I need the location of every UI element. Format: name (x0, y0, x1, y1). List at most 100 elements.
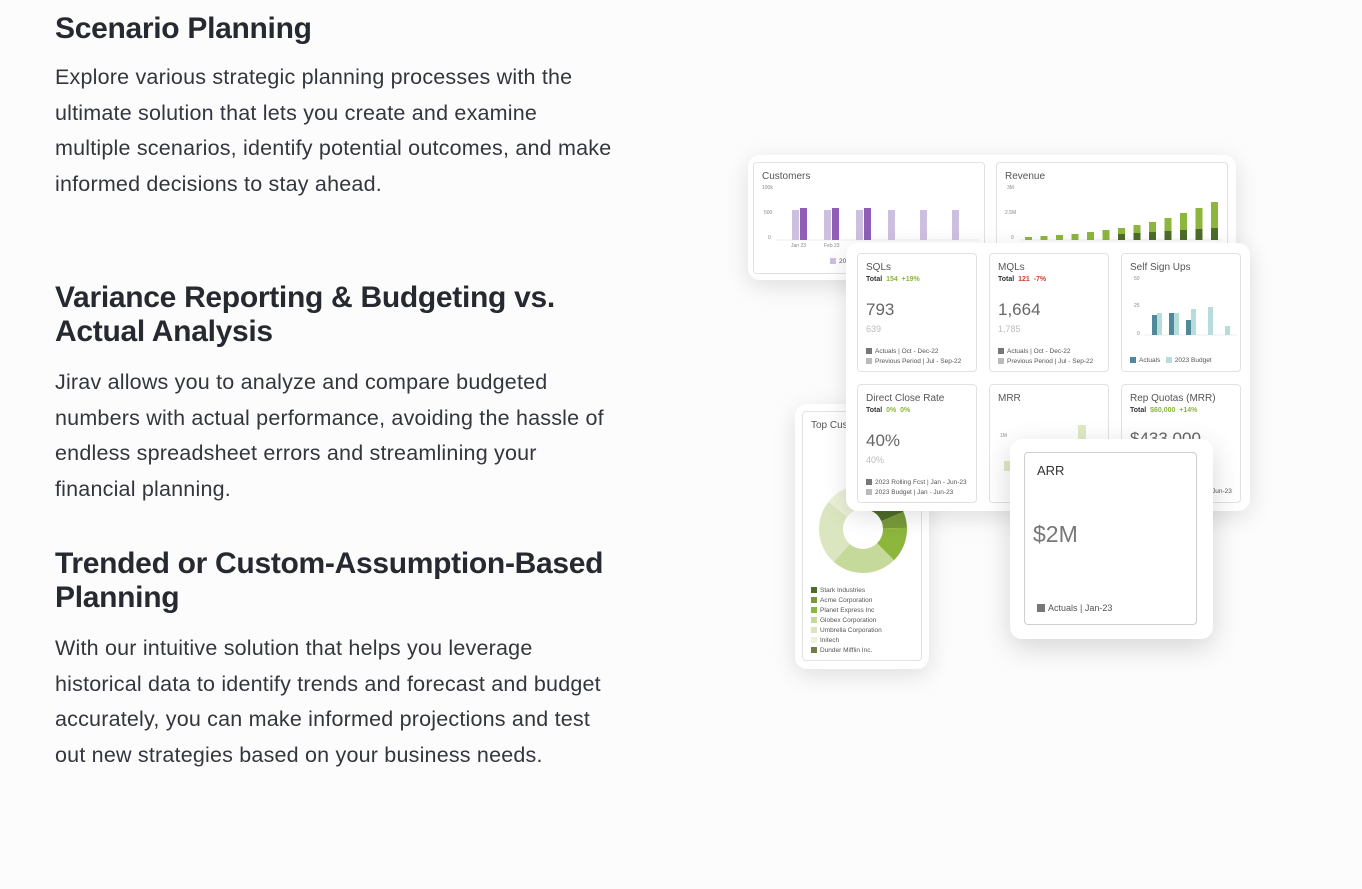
mqls-prev: 1,785 (998, 324, 1021, 334)
topcust-legend-item: Planet Express Inc (811, 606, 882, 616)
total-value: 121 (1018, 276, 1030, 283)
feature-body: With our intuitive solution that helps y… (55, 636, 601, 767)
legend-label: Actuals | Oct - Dec-22 (875, 348, 939, 355)
feature-title: Scenario Planning (55, 12, 312, 45)
legend-label: Acme Corporation (820, 597, 873, 604)
legend-label: 2023 Budget | Jan - Jun-23 (875, 489, 954, 496)
customers-legend: 20 (830, 257, 846, 267)
revenue-bar-base (1195, 229, 1203, 240)
legend-item: Previous Period | Jul - Sep-22 (998, 357, 1093, 367)
revenue-chart (1019, 202, 1222, 241)
arr-value: $2M (1033, 521, 1078, 547)
revenue-bar (1025, 237, 1032, 240)
revenue-bar (1211, 202, 1218, 240)
legend-label: 2023 Budget (1174, 357, 1212, 364)
kpi-panel (846, 243, 1250, 511)
customers-bar (824, 210, 831, 240)
selfsignups-legend: Actuals 2023 Budget (1130, 356, 1212, 366)
repquotas-card: Rep Quotas (MRR) Total $60,000 +14% $433… (1121, 384, 1241, 503)
total-change: +14% (1179, 407, 1198, 414)
dcr-legend: 2023 Rolling Fcst | Jan - Jun-23 2023 Bu… (866, 478, 967, 498)
ssu-bar-budget (1191, 309, 1196, 335)
revenue-bar (1180, 213, 1187, 240)
mrr-bar (1044, 453, 1052, 471)
feature-variance-reporting: Variance Reporting & Budgeting vs. Actua… (55, 281, 615, 507)
revenue-bar (1195, 208, 1203, 240)
legend-label: Actuals (1139, 357, 1161, 364)
revenue-bar (1071, 234, 1079, 240)
ssu-tick: 50 (1134, 276, 1140, 282)
topcust-legend-item: Stark Industries (811, 586, 882, 596)
legend-item: Actuals | Oct - Dec-22 (998, 347, 1093, 357)
ssu-bar-budget (1174, 313, 1179, 335)
legend-label: Actuals | Oct - Dec-22 (1007, 348, 1071, 355)
legend-label: Previous Period | Jul - Sep-22 (1007, 358, 1094, 365)
repquotas-total: Total $60,000 +14% (1130, 407, 1197, 414)
mrr-bar (1084, 443, 1092, 471)
mrr-bar (1024, 457, 1032, 471)
total-value: 0% (886, 407, 897, 414)
ssu-tick: 25 (1134, 303, 1140, 309)
topcust-card: Top Cust Stark Industries Acme Corporati… (802, 411, 922, 661)
total-change: 0% (900, 407, 911, 414)
revenue-bar-base (1118, 234, 1125, 240)
total-label: Total (866, 407, 883, 414)
revenue-title: Revenue (1005, 171, 1046, 182)
customers-legend-label: 20 (839, 258, 847, 265)
ssu-bar-actual (1186, 320, 1191, 335)
customers-tick: 500 (764, 210, 773, 216)
ssu-bar-budget (1157, 313, 1162, 335)
revenue-bar (1102, 230, 1110, 240)
revenue-bar (1056, 235, 1063, 240)
donut-slice (828, 485, 879, 517)
mrr-bar (1004, 461, 1012, 471)
mqls-title: MQLs (998, 262, 1025, 273)
legend-label: Umbrella Corporation (820, 627, 882, 634)
topcust-legend-item: Umbrella Corporation (811, 626, 882, 636)
topcust-legend-item: Dunder Mifflin Inc. (811, 646, 882, 656)
ssu-bar-actual (1152, 315, 1157, 335)
customers-bar (832, 208, 839, 240)
mrr-bar (1064, 449, 1072, 471)
mqls-card: MQLs Total 121 -7% 1,664 1,785 Actuals |… (989, 253, 1109, 372)
mrr-tick: 1M (1000, 433, 1007, 439)
feature-scenario-planning: Scenario Planning Explore various strate… (55, 12, 615, 202)
topcust-panel (795, 404, 929, 669)
legend-item: Previous Period | Jul - Sep-22 (866, 357, 961, 367)
customers-title: Customers (762, 171, 811, 182)
mrr-title: MRR (998, 393, 1021, 404)
sqls-legend: Actuals | Oct - Dec-22 Previous Period |… (866, 347, 961, 367)
total-change: +19% (901, 276, 920, 283)
selfsignups-title: Self Sign Ups (1130, 262, 1191, 273)
donut-slice (833, 543, 894, 573)
legend-label: Actuals | Jan-23 (1048, 603, 1113, 613)
sqls-total: Total 154 +19% (866, 276, 920, 283)
customers-bar (864, 208, 871, 240)
sqls-title: SQLs (866, 262, 892, 273)
legend-label: Initech (820, 637, 840, 644)
total-label: Total (866, 276, 883, 283)
ssu-tick: 0 (1137, 331, 1140, 337)
donut-slice (881, 511, 907, 529)
revenue-bar (1040, 236, 1048, 240)
customers-bar (920, 210, 927, 240)
feature-body: Explore various strategic planning proce… (55, 65, 612, 196)
legend-item: Actuals | Oct - Dec-22 (866, 347, 961, 357)
topcust-donut (819, 485, 907, 573)
donut-slice (869, 487, 904, 522)
customers-bar (952, 210, 959, 240)
customers-tick: 0 (768, 235, 771, 241)
customers-xlabel: Feb 23 (824, 243, 840, 249)
legend-label: Globex Corporation (820, 617, 877, 624)
dcr-prev: 40% (866, 455, 885, 465)
feature-title: Trended or Custom-Assumption-Based Plann… (55, 547, 604, 614)
customers-card: Customers 100k 500 0 Jan 23 Feb 23 20 (753, 162, 985, 274)
topcust-title: Top Cust (811, 420, 851, 431)
mqls-total: Total 121 -7% (998, 276, 1046, 283)
revenue-bar (1133, 225, 1141, 240)
topcust-legend-item: Acme Corporation (811, 596, 882, 606)
repquotas-title: Rep Quotas (MRR) (1130, 393, 1216, 404)
ssu-bar-budget (1208, 307, 1213, 335)
topcust-legend: Stark Industries Acme Corporation Planet… (811, 586, 882, 656)
back-panel (748, 155, 1236, 280)
